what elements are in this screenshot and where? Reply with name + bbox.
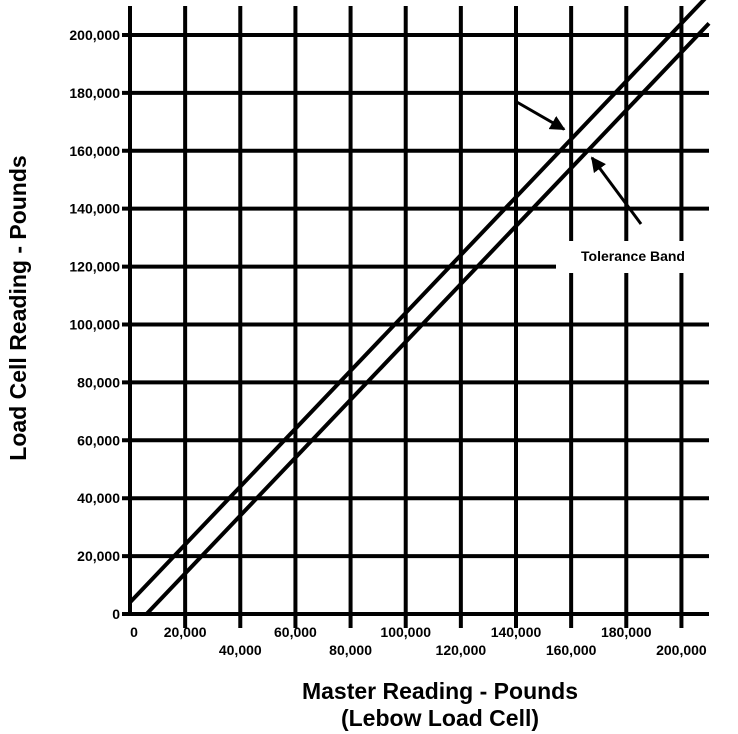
y-tick-label: 0	[112, 606, 120, 622]
tolerance-band-line	[145, 21, 711, 616]
y-tick-label: 140,000	[69, 201, 120, 217]
y-tick-label: 200,000	[69, 27, 120, 43]
x-tick-label: 120,000	[436, 642, 487, 658]
x-axis-subtitle: (Lebow Load Cell)	[341, 705, 539, 731]
x-axis-title: Master Reading - Pounds	[302, 678, 578, 704]
x-tick-label: 40,000	[219, 642, 262, 658]
grid-lines	[122, 6, 709, 628]
y-tick-label: 100,000	[69, 316, 120, 332]
x-tick-label: 80,000	[329, 642, 372, 658]
y-tick-label: 80,000	[77, 374, 120, 390]
tolerance-band-lines	[128, 0, 711, 616]
y-tick-label: 60,000	[77, 432, 120, 448]
x-tick-label: 0	[130, 624, 138, 640]
y-tick-labels: 0 20,000 40,000 60,000 80,000 100,000 120,000 1…	[69, 27, 120, 622]
x-tick-label: 60,000	[274, 624, 317, 640]
arrow-to-lower-band	[590, 156, 643, 225]
annotation-label: Tolerance Band	[581, 248, 685, 264]
annotation-label-background	[556, 241, 710, 273]
x-tick-label: 100,000	[380, 624, 431, 640]
x-tick-label: 200,000	[656, 642, 707, 658]
x-tick-label: 160,000	[546, 642, 597, 658]
x-tick-label: 180,000	[601, 624, 652, 640]
tolerance-band-annotation: Tolerance Band	[514, 99, 710, 273]
y-tick-label: 160,000	[69, 143, 120, 159]
tolerance-band-line	[128, 0, 707, 604]
y-tick-label: 40,000	[77, 490, 120, 506]
arrow-to-upper-band	[514, 99, 566, 131]
y-tick-label: 180,000	[69, 85, 120, 101]
x-tick-label: 20,000	[164, 624, 207, 640]
y-axis-title: Load Cell Reading - Pounds	[5, 155, 31, 460]
x-tick-label: 140,000	[491, 624, 542, 640]
x-tick-labels: 0 20,00040,00060,00080,000100,000120,0001…	[130, 624, 707, 658]
y-tick-label: 20,000	[77, 548, 120, 564]
y-tick-label: 120,000	[69, 259, 120, 275]
